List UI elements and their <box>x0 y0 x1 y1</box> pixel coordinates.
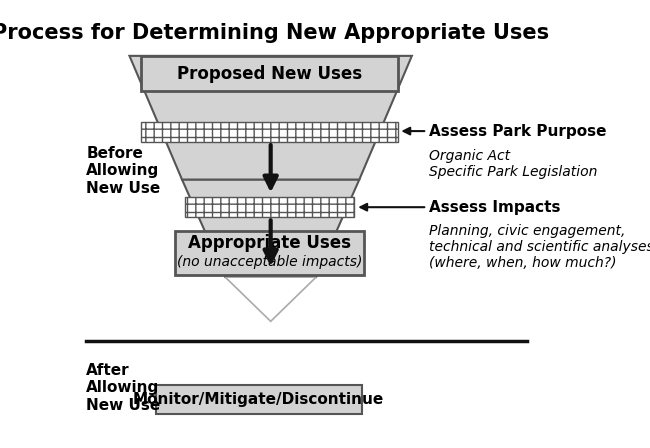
Text: After
Allowing
New Use: After Allowing New Use <box>86 363 161 413</box>
Bar <box>156 385 361 414</box>
Polygon shape <box>182 180 359 277</box>
Text: Process for Determining New Appropriate Uses: Process for Determining New Appropriate … <box>0 23 549 43</box>
Text: Proposed New Uses: Proposed New Uses <box>177 65 362 82</box>
Polygon shape <box>129 56 412 180</box>
Bar <box>175 231 364 275</box>
Text: Before
Allowing
New Use: Before Allowing New Use <box>86 146 161 196</box>
Text: Appropriate Uses: Appropriate Uses <box>188 234 351 252</box>
Text: Assess Impacts: Assess Impacts <box>428 200 560 215</box>
Text: (no unacceptable impacts): (no unacceptable impacts) <box>177 255 362 270</box>
Polygon shape <box>225 277 316 321</box>
Bar <box>185 198 354 217</box>
Bar <box>142 56 398 91</box>
Text: Organic Act
Specific Park Legislation: Organic Act Specific Park Legislation <box>428 149 597 179</box>
Text: Assess Park Purpose: Assess Park Purpose <box>428 125 606 139</box>
Bar <box>142 122 398 142</box>
Text: Planning, civic engagement,
technical and scientific analyses
(where, when, how : Planning, civic engagement, technical an… <box>428 224 650 271</box>
Text: Monitor/Mitigate/Discontinue: Monitor/Mitigate/Discontinue <box>133 392 384 407</box>
